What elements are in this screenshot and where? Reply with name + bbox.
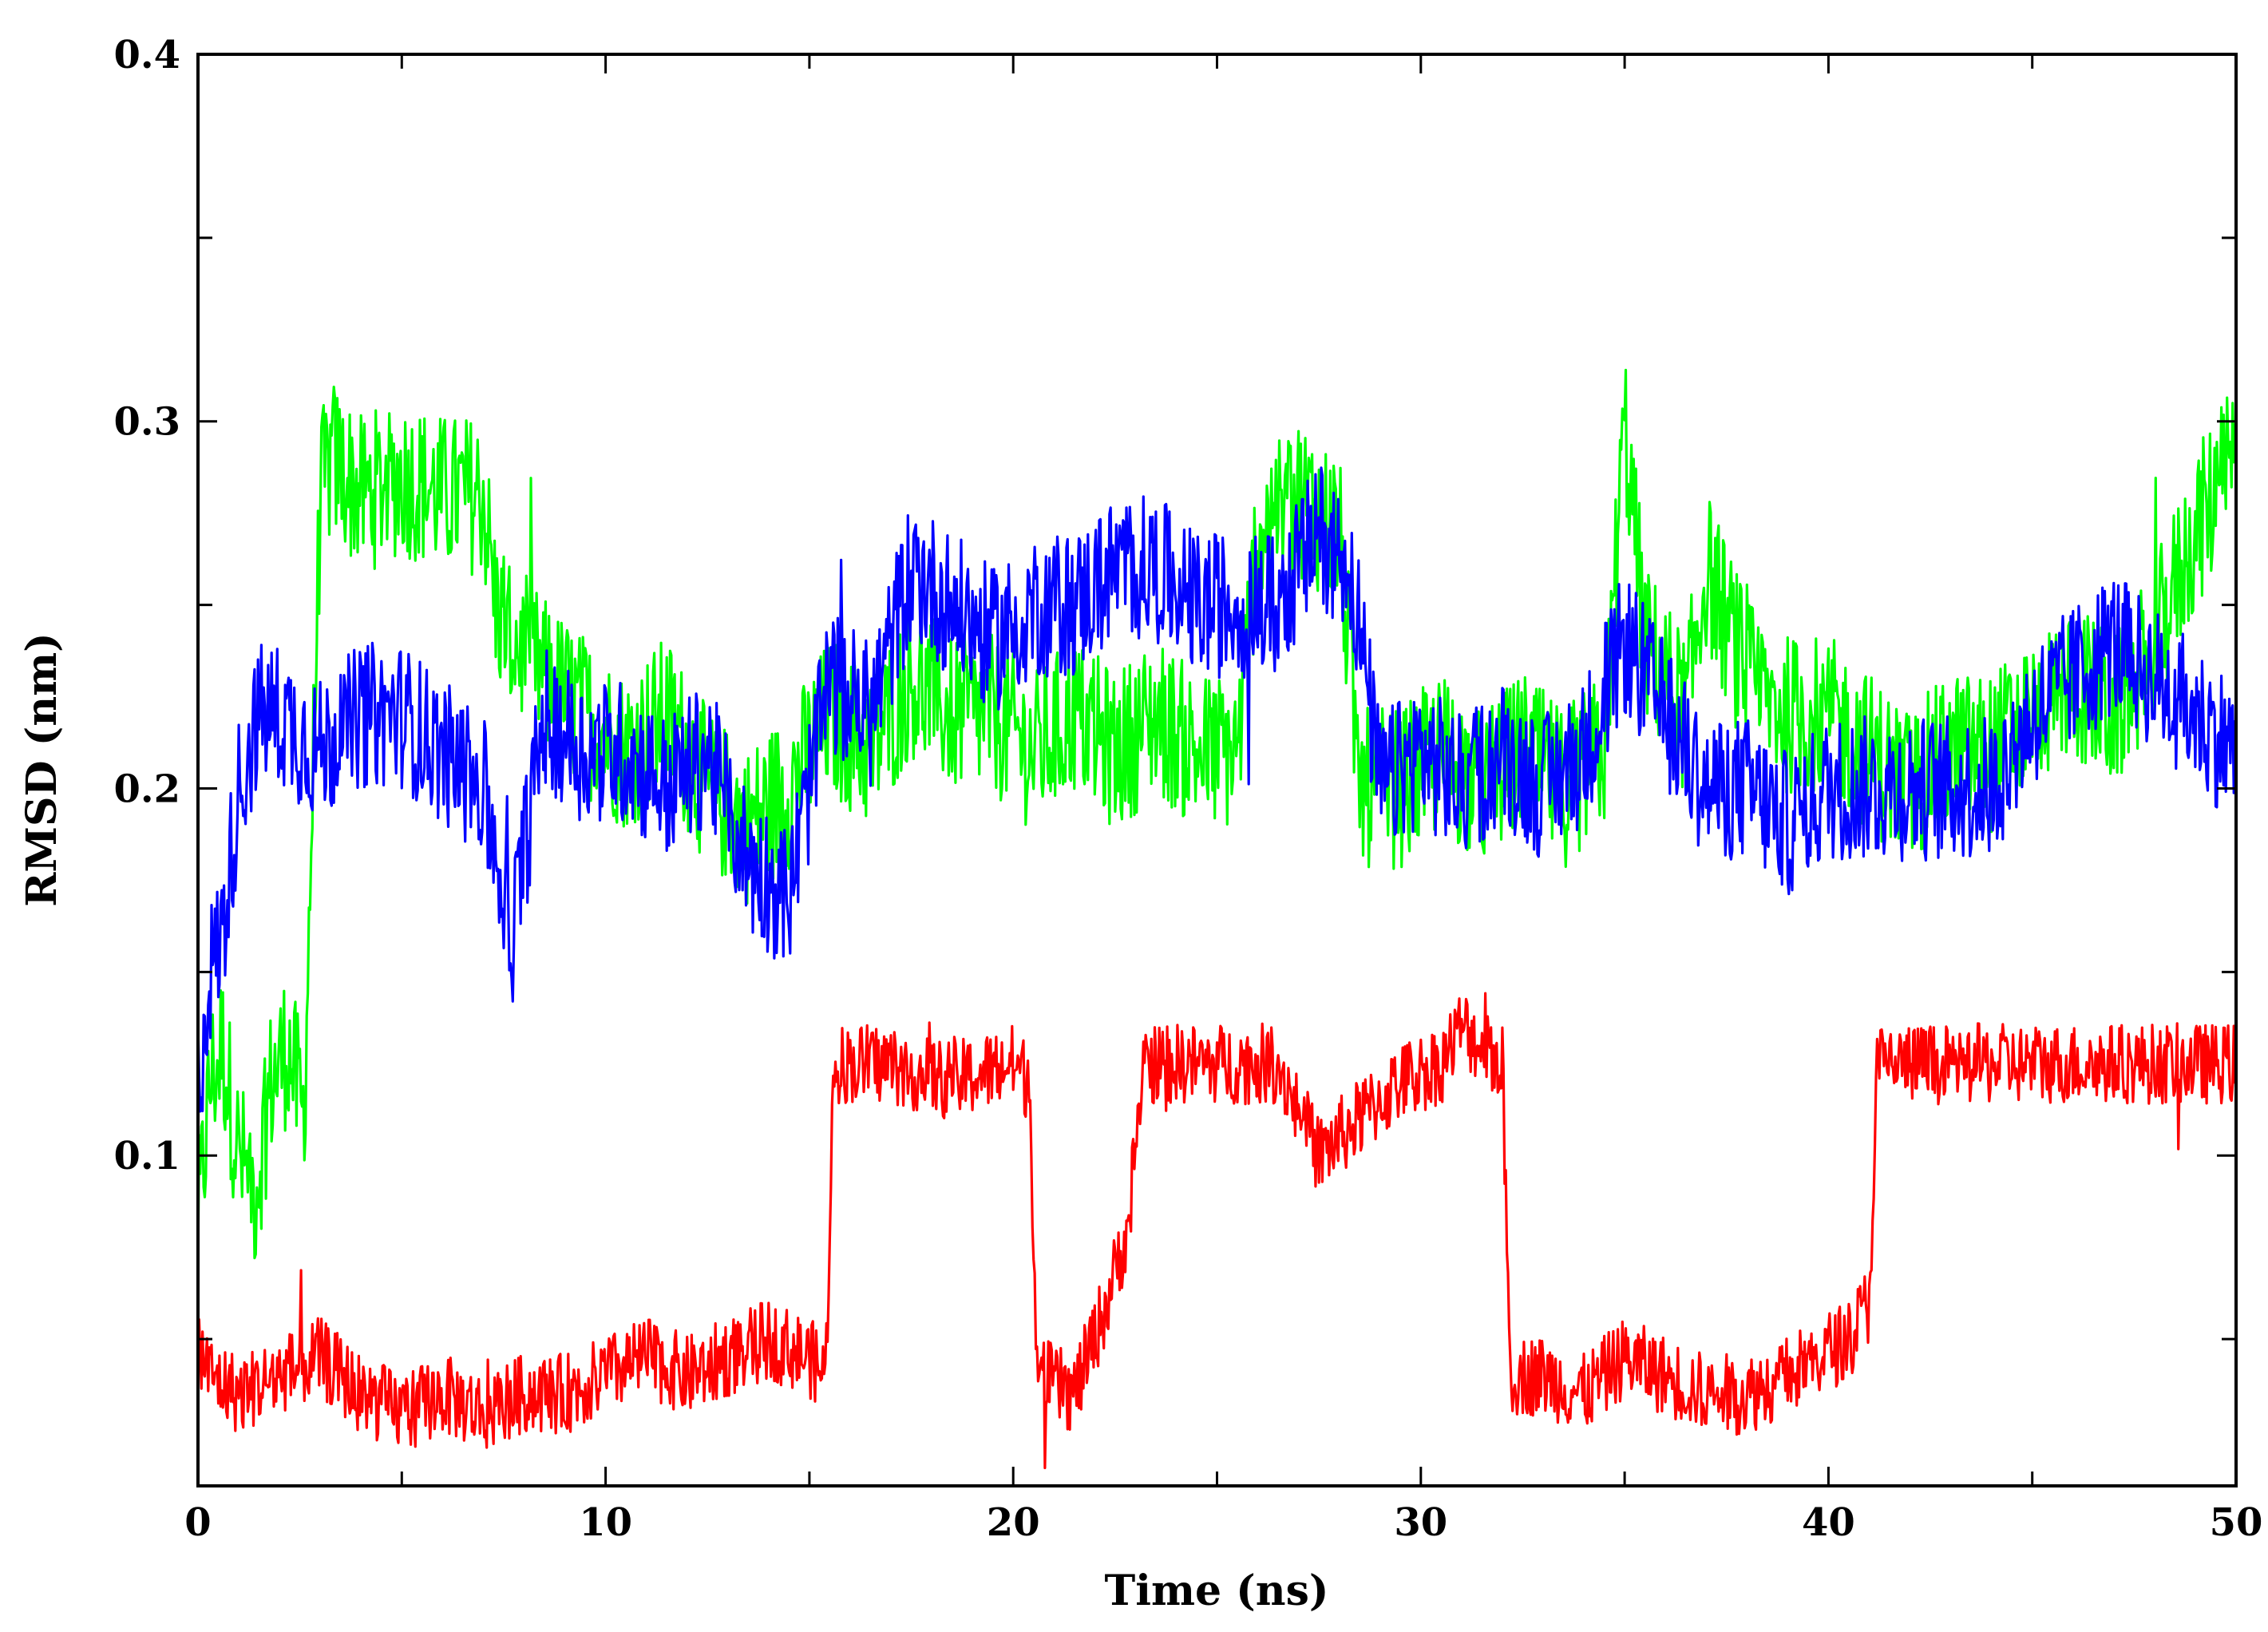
x-tick-label: 0 bbox=[184, 1500, 211, 1545]
y-tick-label: 0.1 bbox=[113, 1134, 180, 1178]
series-line-3 bbox=[196, 992, 2238, 1470]
series-line-1 bbox=[196, 368, 2238, 1262]
y-tick-label: 0.2 bbox=[113, 766, 180, 811]
x-axis-title: Time (ns) bbox=[1105, 1567, 1329, 1615]
series-line-2 bbox=[196, 466, 2238, 1113]
x-tick-label: 10 bbox=[579, 1500, 632, 1545]
y-tick-label: 0.3 bbox=[113, 400, 180, 445]
x-tick-label: 30 bbox=[1394, 1500, 1447, 1545]
y-axis-title: RMSD (nm) bbox=[18, 632, 66, 907]
x-tick-label: 20 bbox=[987, 1500, 1040, 1545]
series-layer bbox=[196, 368, 2238, 1470]
x-tick-label: 40 bbox=[1802, 1500, 1855, 1545]
y-tick-label: 0.4 bbox=[113, 33, 180, 77]
tick-layer: 0 10 20 30 40 50 0.1 0.2 0.3 0.4 bbox=[113, 33, 2262, 1545]
x-tick-label: 50 bbox=[2210, 1500, 2263, 1545]
